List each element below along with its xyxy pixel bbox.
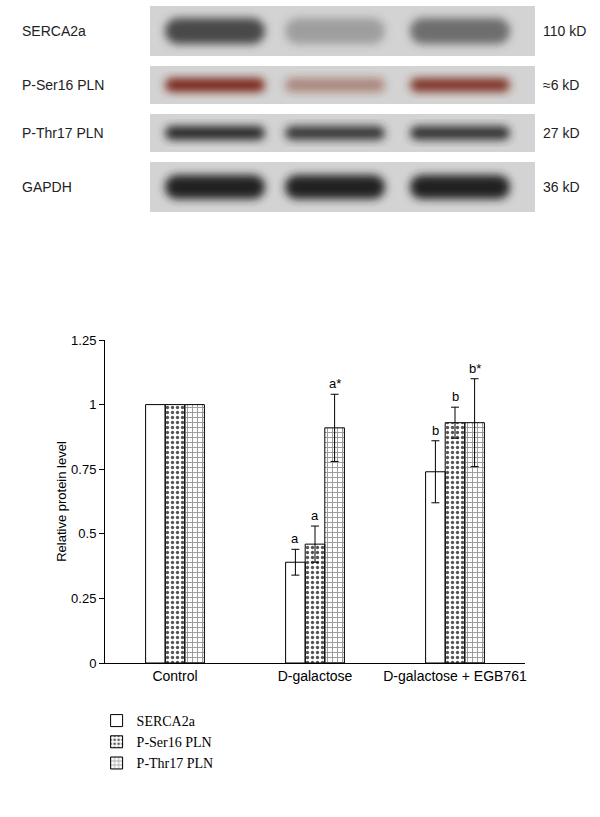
svg-text:27 kD: 27 kD [543,125,580,141]
svg-text:1: 1 [89,397,96,412]
svg-text:Relative protein level: Relative protein level [54,441,69,562]
svg-text:≈6 kD: ≈6 kD [543,77,579,93]
svg-text:P-Thr17 PLN: P-Thr17 PLN [137,756,214,771]
svg-text:D-galactose: D-galactose [278,668,353,684]
svg-text:1.25: 1.25 [71,333,96,348]
svg-text:b: b [452,389,459,404]
svg-text:a: a [311,508,319,523]
svg-text:Control: Control [152,668,197,684]
svg-text:0.5: 0.5 [78,526,96,541]
svg-text:0: 0 [89,656,96,671]
svg-text:P-Thr17 PLN: P-Thr17 PLN [22,125,104,141]
svg-text:36 kD: 36 kD [543,179,580,195]
svg-text:a*: a* [329,376,341,391]
svg-text:b: b [432,423,439,438]
svg-text:D-galactose + EGB761: D-galactose + EGB761 [383,668,527,684]
svg-text:SERCA2a: SERCA2a [137,714,196,729]
svg-text:0.75: 0.75 [71,462,96,477]
svg-text:a: a [291,531,299,546]
svg-text:GAPDH: GAPDH [22,179,72,195]
svg-text:P-Ser16 PLN: P-Ser16 PLN [137,735,212,750]
svg-text:110 kD: 110 kD [543,23,586,39]
svg-text:SERCA2a: SERCA2a [22,23,86,39]
svg-text:0.25: 0.25 [71,591,96,606]
svg-text:P-Ser16 PLN: P-Ser16 PLN [22,77,104,93]
svg-text:b*: b* [469,361,481,376]
